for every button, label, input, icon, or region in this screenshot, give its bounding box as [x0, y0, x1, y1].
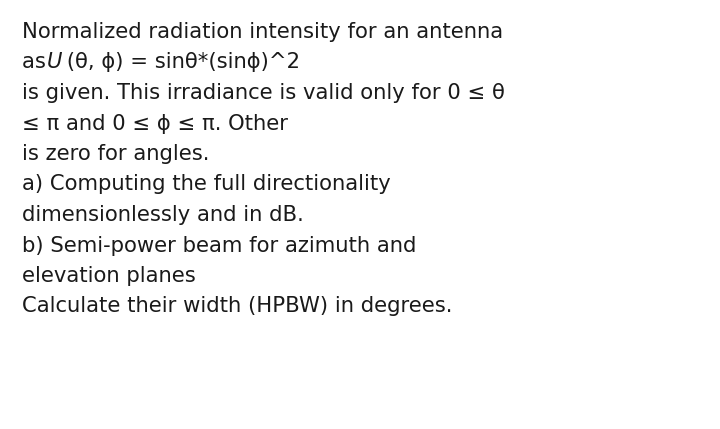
Text: dimensionlessly and in dB.: dimensionlessly and in dB. [22, 205, 304, 225]
Text: a) Computing the full directionality: a) Computing the full directionality [22, 175, 391, 194]
Text: U: U [47, 52, 63, 73]
Text: ≤ π and 0 ≤ ϕ ≤ π. Other: ≤ π and 0 ≤ ϕ ≤ π. Other [22, 114, 288, 133]
Text: is given. This irradiance is valid only for 0 ≤ θ: is given. This irradiance is valid only … [22, 83, 505, 103]
Text: as: as [22, 52, 53, 73]
Text: elevation planes: elevation planes [22, 266, 196, 286]
Text: Normalized radiation intensity for an antenna: Normalized radiation intensity for an an… [22, 22, 503, 42]
Text: b) Semi-power beam for azimuth and: b) Semi-power beam for azimuth and [22, 236, 416, 256]
Text: Calculate their width (HPBW) in degrees.: Calculate their width (HPBW) in degrees. [22, 296, 452, 317]
Text: (θ, ϕ) = sinθ*(sinϕ)^2: (θ, ϕ) = sinθ*(sinϕ)^2 [60, 52, 300, 73]
Text: is zero for angles.: is zero for angles. [22, 144, 210, 164]
